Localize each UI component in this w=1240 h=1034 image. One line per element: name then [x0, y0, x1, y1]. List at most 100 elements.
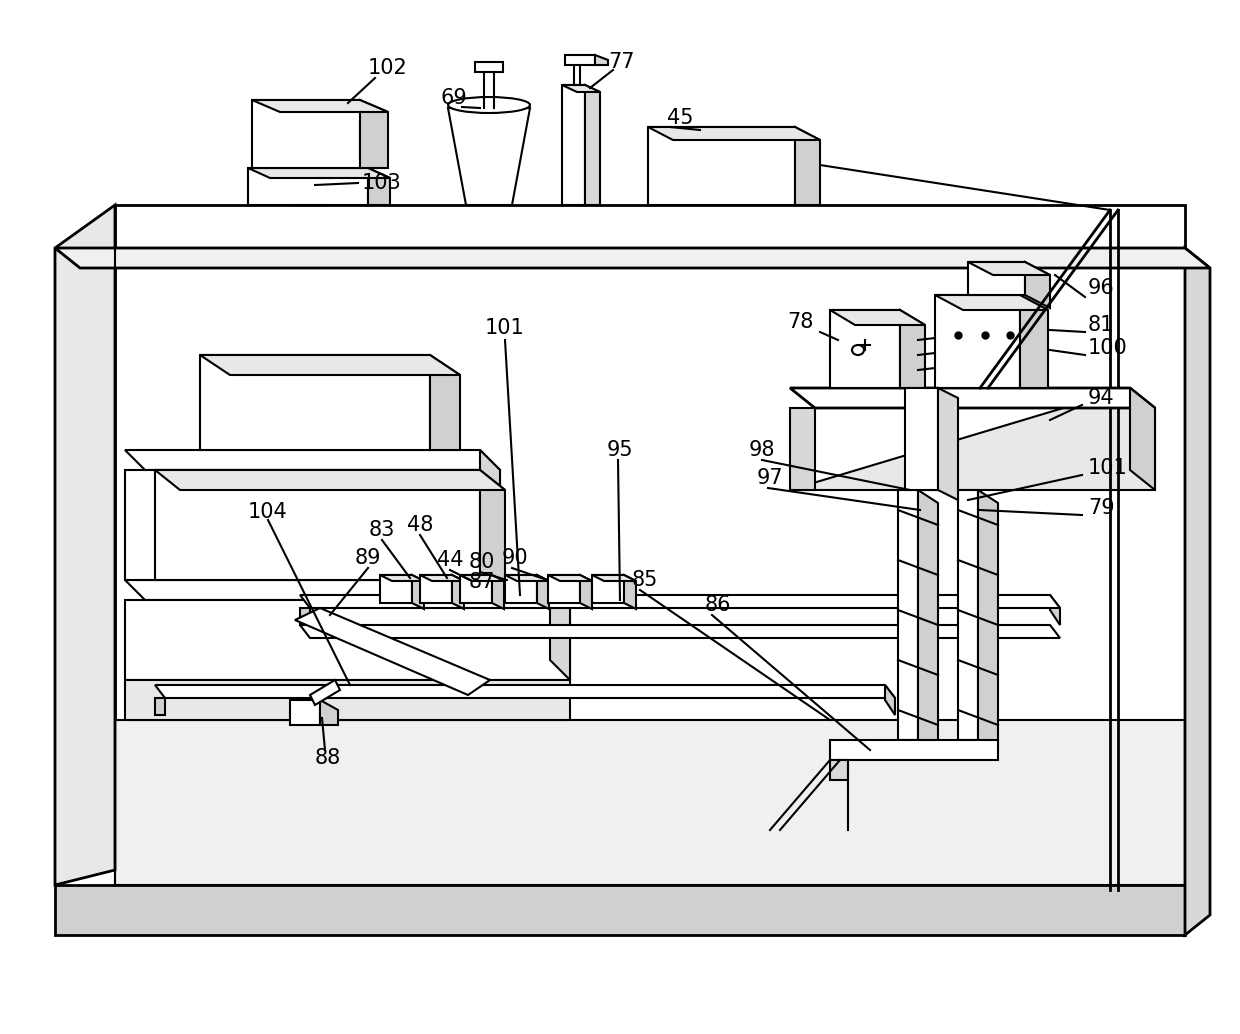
Polygon shape: [595, 55, 608, 65]
Text: 96: 96: [1087, 278, 1115, 298]
Text: 81: 81: [1087, 315, 1115, 335]
Text: 44: 44: [436, 550, 464, 570]
Polygon shape: [125, 470, 500, 580]
Polygon shape: [155, 470, 505, 490]
Text: 83: 83: [368, 520, 396, 540]
Text: 78: 78: [787, 312, 813, 332]
Polygon shape: [430, 355, 460, 450]
Text: 94: 94: [1087, 388, 1115, 408]
Polygon shape: [968, 262, 1050, 275]
Polygon shape: [55, 248, 1210, 268]
Polygon shape: [562, 85, 600, 92]
Polygon shape: [115, 720, 1185, 885]
Text: 85: 85: [632, 570, 658, 590]
Polygon shape: [310, 135, 329, 205]
Polygon shape: [420, 575, 464, 581]
Polygon shape: [480, 450, 500, 580]
Polygon shape: [548, 575, 591, 581]
Polygon shape: [830, 760, 848, 780]
Polygon shape: [295, 135, 310, 205]
Polygon shape: [155, 698, 165, 714]
Polygon shape: [310, 680, 340, 705]
Polygon shape: [368, 168, 391, 205]
Ellipse shape: [852, 345, 864, 355]
Polygon shape: [460, 575, 492, 603]
Text: 89: 89: [355, 548, 381, 568]
Text: 101: 101: [1087, 458, 1127, 478]
Polygon shape: [200, 355, 430, 450]
Polygon shape: [905, 388, 937, 490]
Polygon shape: [900, 310, 925, 388]
Polygon shape: [649, 127, 820, 140]
Polygon shape: [125, 580, 570, 600]
Polygon shape: [290, 700, 320, 725]
Text: 100: 100: [1087, 338, 1127, 358]
Polygon shape: [537, 575, 549, 609]
Polygon shape: [125, 600, 570, 680]
Polygon shape: [562, 85, 585, 205]
Polygon shape: [252, 100, 360, 168]
Text: 80: 80: [469, 552, 495, 572]
Polygon shape: [898, 490, 918, 740]
Polygon shape: [448, 108, 529, 205]
Polygon shape: [379, 575, 412, 603]
Polygon shape: [580, 575, 591, 609]
Polygon shape: [125, 680, 570, 720]
Polygon shape: [830, 740, 998, 760]
Text: 87: 87: [469, 572, 495, 592]
Polygon shape: [125, 450, 500, 470]
Polygon shape: [591, 575, 624, 603]
Polygon shape: [200, 355, 460, 375]
Text: 104: 104: [248, 501, 288, 522]
Text: 98: 98: [749, 440, 775, 460]
Polygon shape: [55, 205, 115, 885]
Text: 102: 102: [368, 58, 408, 78]
Polygon shape: [252, 100, 388, 112]
Polygon shape: [978, 490, 998, 753]
Polygon shape: [360, 100, 388, 168]
Polygon shape: [248, 168, 368, 205]
Polygon shape: [492, 575, 503, 609]
Polygon shape: [790, 388, 1154, 490]
Polygon shape: [1130, 388, 1154, 490]
Polygon shape: [649, 127, 795, 205]
Polygon shape: [300, 595, 1060, 608]
Polygon shape: [505, 575, 549, 581]
Polygon shape: [420, 575, 453, 603]
Text: 95: 95: [606, 440, 634, 460]
Polygon shape: [55, 885, 1185, 935]
Polygon shape: [591, 575, 636, 581]
Polygon shape: [379, 575, 424, 581]
Text: 86: 86: [704, 595, 732, 615]
Polygon shape: [795, 127, 820, 205]
Ellipse shape: [448, 97, 529, 113]
Polygon shape: [480, 470, 505, 580]
Text: 48: 48: [407, 515, 433, 535]
Polygon shape: [830, 310, 900, 388]
Polygon shape: [453, 575, 464, 609]
Text: 88: 88: [315, 748, 341, 768]
Polygon shape: [1025, 262, 1050, 308]
Polygon shape: [1185, 248, 1210, 935]
Polygon shape: [968, 262, 1025, 295]
Polygon shape: [460, 575, 503, 581]
Polygon shape: [1050, 595, 1060, 625]
Polygon shape: [959, 490, 978, 740]
Polygon shape: [624, 575, 636, 609]
Polygon shape: [320, 700, 339, 725]
Polygon shape: [155, 470, 480, 580]
Text: 77: 77: [609, 52, 635, 72]
Text: 69: 69: [440, 88, 467, 108]
Polygon shape: [1021, 295, 1048, 388]
Polygon shape: [790, 388, 1154, 408]
Text: 90: 90: [502, 548, 528, 568]
Polygon shape: [300, 625, 1060, 638]
Polygon shape: [585, 85, 600, 205]
Text: 103: 103: [362, 173, 402, 193]
Polygon shape: [115, 205, 1185, 885]
Polygon shape: [937, 388, 959, 500]
Polygon shape: [505, 575, 537, 603]
Polygon shape: [885, 685, 895, 714]
Polygon shape: [475, 62, 503, 72]
Polygon shape: [918, 490, 937, 753]
